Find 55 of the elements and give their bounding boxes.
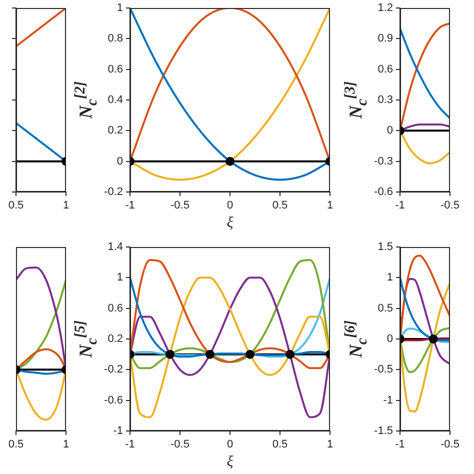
x-tick-label: 0.5 (272, 438, 288, 451)
y-tick-label: 0 (116, 155, 123, 168)
y-tick-label: 0.5 (378, 302, 393, 314)
y-tick-label: 1.2 (378, 2, 393, 14)
x-tick-label: -0.5 (440, 200, 460, 212)
x-tick-label: 0.5 (8, 200, 24, 212)
y-tick-label: -0.6 (104, 394, 123, 406)
y-tick-label: -0.6 (374, 186, 393, 198)
line-series (130, 259, 330, 370)
x-tick-label: 1 (62, 200, 70, 212)
y-tick-label: 0.2 (108, 333, 123, 346)
line-series (400, 27, 450, 120)
x-tick-label: -0.5 (440, 438, 460, 451)
y-tick-label: 1.5 (378, 241, 393, 254)
x-tick-label: 0 (226, 438, 234, 451)
y-tick-label: 0.6 (108, 63, 123, 76)
x-tick-label: 0.5 (272, 200, 288, 212)
line-series (400, 328, 450, 344)
y-tick-label: 0.6 (378, 63, 393, 76)
x-tick-label: 0.5 (8, 438, 24, 451)
x-tick-label: -1 (395, 200, 405, 212)
y-tick-label: 0 (386, 124, 393, 137)
x-tick-label: 1 (326, 438, 334, 451)
y-tick-label: -1.5 (374, 425, 393, 438)
x-tick-label: -0.5 (170, 438, 190, 451)
x-axis-title: ξ (226, 454, 234, 470)
y-tick-label: -1 (113, 425, 123, 438)
line-series (400, 326, 450, 374)
y-tick-label: 1 (116, 2, 123, 14)
x-axis-title: ξ (226, 214, 234, 231)
y-tick-label: -0.2 (104, 186, 123, 198)
x-tick-label: -1 (125, 438, 135, 451)
y-tick-label: 0.8 (108, 32, 123, 45)
y-tick-label: -1 (383, 394, 393, 406)
y-tick-label: -0.5 (374, 364, 393, 376)
y-tick-label: -0.2 (104, 364, 123, 376)
y-tick-label: 1.4 (108, 241, 123, 254)
x-tick-label: 1 (62, 438, 70, 451)
line-series (400, 282, 450, 412)
x-tick-label: 1 (326, 200, 334, 212)
y-tick-label: 0.2 (108, 124, 123, 137)
y-tick-label: 1 (386, 272, 393, 284)
y-tick-label: 0.9 (378, 32, 393, 45)
y-tick-label: -0.3 (374, 155, 393, 168)
line-series (130, 276, 330, 358)
x-tick-label: -1 (125, 200, 135, 212)
x-tick-label: -1 (395, 438, 405, 451)
y-tick-label: 0.3 (378, 94, 393, 106)
y-tick-label: 0 (386, 333, 393, 346)
y-tick-label: 0.4 (108, 94, 123, 106)
y-tick-label: 1 (116, 272, 123, 284)
y-tick-label: 0.6 (108, 302, 123, 314)
x-tick-label: 0 (226, 200, 234, 212)
line-series (130, 276, 330, 418)
x-tick-label: -0.5 (170, 200, 190, 212)
